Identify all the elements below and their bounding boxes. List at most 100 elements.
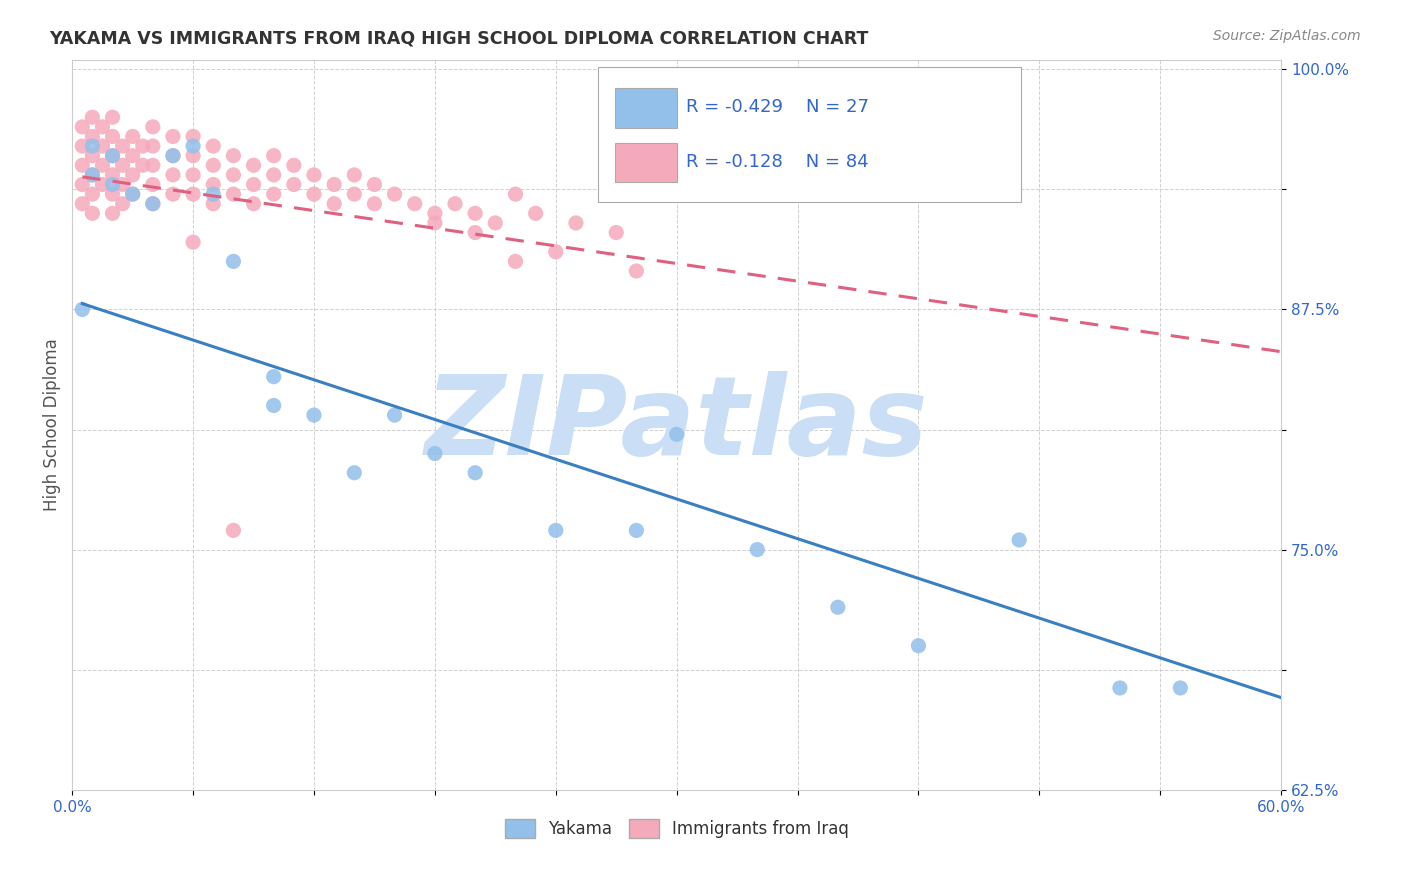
Point: [132, 139, 155, 153]
Point: [82, 139, 104, 153]
Point: [101, 168, 124, 182]
Point: [72, 120, 94, 134]
Point: [91, 178, 114, 192]
Point: [82, 168, 104, 182]
Point: [1109, 681, 1132, 695]
Point: [605, 226, 627, 240]
Point: [464, 466, 486, 480]
Point: [91, 120, 114, 134]
Point: [142, 120, 165, 134]
Point: [181, 129, 204, 144]
Point: [907, 639, 929, 653]
Point: [464, 206, 486, 220]
Point: [222, 254, 245, 268]
Point: [544, 524, 567, 538]
Y-axis label: High School Diploma: High School Diploma: [44, 338, 60, 511]
Point: [302, 408, 325, 422]
Point: [423, 216, 446, 230]
Point: [121, 129, 143, 144]
Point: [162, 149, 184, 163]
Point: [82, 129, 104, 144]
Point: [384, 187, 406, 202]
Point: [142, 178, 165, 192]
Point: [544, 244, 567, 259]
Point: [242, 196, 264, 211]
Point: [202, 178, 225, 192]
Point: [363, 196, 385, 211]
Point: [111, 196, 134, 211]
Point: [72, 196, 94, 211]
Point: [263, 168, 285, 182]
Point: [464, 226, 486, 240]
Point: [343, 187, 366, 202]
Point: [121, 149, 143, 163]
Point: [423, 206, 446, 220]
Text: R = -0.128    N = 84: R = -0.128 N = 84: [686, 153, 869, 171]
Point: [242, 178, 264, 192]
Text: ZIPatlas: ZIPatlas: [425, 371, 928, 478]
Point: [91, 158, 114, 172]
Point: [181, 149, 204, 163]
Point: [484, 216, 506, 230]
Point: [111, 158, 134, 172]
Text: R = -0.429    N = 27: R = -0.429 N = 27: [686, 98, 869, 116]
Point: [827, 600, 849, 615]
Point: [82, 149, 104, 163]
FancyBboxPatch shape: [614, 143, 676, 182]
Point: [132, 158, 155, 172]
Point: [263, 187, 285, 202]
Point: [101, 149, 124, 163]
Point: [626, 524, 648, 538]
Point: [101, 149, 124, 163]
Point: [181, 139, 204, 153]
Point: [222, 149, 245, 163]
Point: [121, 168, 143, 182]
Point: [242, 158, 264, 172]
Text: YAKAMA VS IMMIGRANTS FROM IRAQ HIGH SCHOOL DIPLOMA CORRELATION CHART: YAKAMA VS IMMIGRANTS FROM IRAQ HIGH SCHO…: [49, 29, 869, 47]
Point: [162, 129, 184, 144]
FancyBboxPatch shape: [614, 88, 676, 128]
Point: [423, 446, 446, 460]
Point: [1008, 533, 1031, 547]
Point: [444, 196, 467, 211]
Point: [323, 196, 346, 211]
Point: [626, 264, 648, 278]
Point: [665, 427, 688, 442]
Point: [82, 168, 104, 182]
Point: [162, 149, 184, 163]
Point: [202, 139, 225, 153]
Point: [111, 178, 134, 192]
Point: [101, 206, 124, 220]
Point: [524, 206, 547, 220]
Point: [101, 129, 124, 144]
Point: [343, 466, 366, 480]
Point: [202, 187, 225, 202]
Point: [565, 216, 588, 230]
Point: [91, 139, 114, 153]
Point: [181, 168, 204, 182]
Point: [111, 139, 134, 153]
Point: [202, 158, 225, 172]
Point: [404, 196, 426, 211]
Point: [302, 187, 325, 202]
Point: [384, 408, 406, 422]
Point: [72, 178, 94, 192]
FancyBboxPatch shape: [598, 67, 1021, 202]
Legend: Yakama, Immigrants from Iraq: Yakama, Immigrants from Iraq: [498, 812, 855, 845]
Point: [1170, 681, 1192, 695]
Point: [121, 187, 143, 202]
Point: [302, 168, 325, 182]
Point: [222, 168, 245, 182]
Point: [72, 139, 94, 153]
Point: [142, 139, 165, 153]
Point: [505, 187, 527, 202]
Point: [283, 158, 305, 172]
Point: [82, 187, 104, 202]
Point: [222, 524, 245, 538]
Point: [202, 196, 225, 211]
Point: [101, 110, 124, 124]
Point: [121, 187, 143, 202]
Point: [142, 196, 165, 211]
Point: [72, 302, 94, 317]
Point: [72, 158, 94, 172]
